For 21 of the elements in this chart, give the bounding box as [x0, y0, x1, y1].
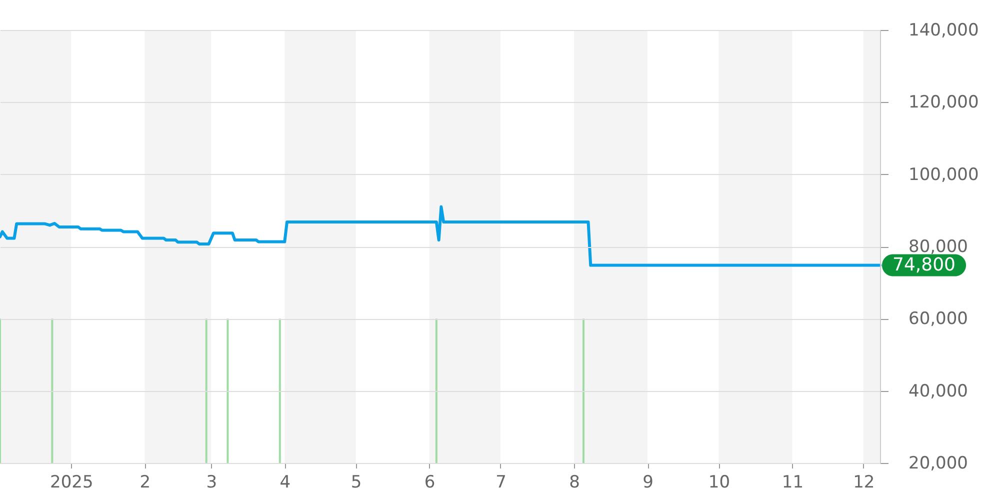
x-tick-label: 2025	[50, 472, 94, 492]
x-tick-label: 3	[206, 472, 218, 492]
x-tick-label: 7	[496, 472, 506, 492]
x-tick-label: 9	[642, 472, 654, 492]
x-tick-label: 8	[569, 472, 580, 492]
line-series	[0, 205, 882, 267]
x-tick-label: 6	[424, 472, 436, 492]
x-tick-label: 4	[280, 472, 291, 492]
y-tick-label: 20,000	[908, 454, 968, 474]
y-tick-label: 60,000	[908, 309, 968, 330]
y-tick-label: 120,000	[908, 92, 979, 113]
x-tick-label: 11	[782, 472, 804, 492]
y-tick-label: 40,000	[908, 381, 968, 402]
y-tick-label: 100,000	[908, 164, 979, 185]
x-tick-label: 10	[708, 472, 730, 492]
y-tick-label: 80,000	[908, 237, 968, 257]
x-tick-label: 2	[140, 472, 151, 492]
y-tick-label: 140,000	[908, 20, 979, 40]
x-tick-label: 12	[853, 472, 875, 492]
x-tick-label: 5	[350, 472, 362, 492]
annotation: 74,800	[892, 254, 956, 276]
